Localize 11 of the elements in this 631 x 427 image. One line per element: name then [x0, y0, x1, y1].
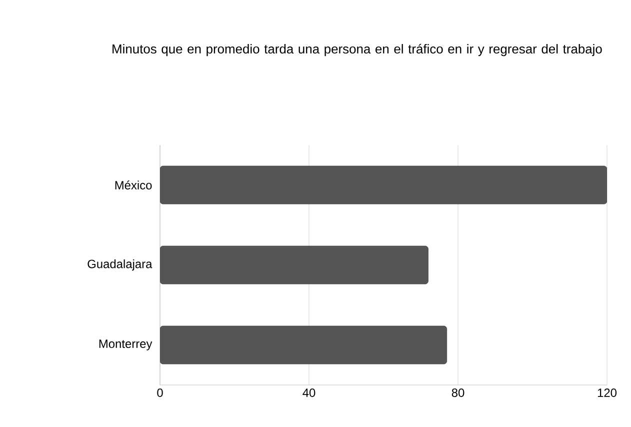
chart-title: Minutos que en promedio tarda una persona en el tráfico en ir y regresar del trabajo [112, 44, 602, 56]
x-tick-label: 80 [452, 388, 464, 397]
bar [160, 246, 428, 284]
bar [160, 166, 608, 204]
x-tick-label: 40 [302, 388, 316, 397]
y-tick-label: Monterrey [99, 340, 152, 350]
bar [160, 326, 448, 364]
y-tick-label: México [115, 180, 152, 190]
x-tick-label: 0 [157, 388, 163, 397]
y-tick-label: Guadalajara [88, 259, 152, 271]
x-tick-label: 120 [598, 388, 617, 397]
